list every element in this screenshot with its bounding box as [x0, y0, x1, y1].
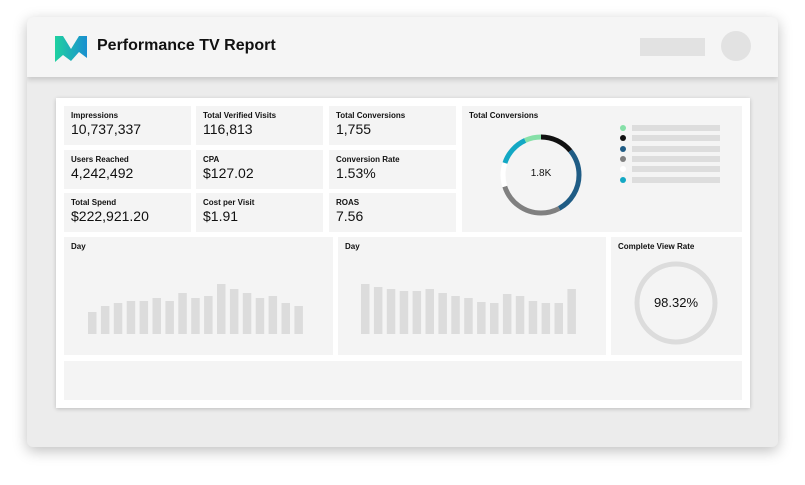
bar [229, 289, 239, 334]
bar [268, 296, 278, 334]
metric-tile: Users Reached 4,242,492 [64, 150, 191, 189]
bar-chart [361, 284, 576, 334]
day-chart-1: Day [64, 237, 333, 355]
bar [554, 303, 563, 334]
donut-segment [500, 134, 582, 216]
report-window: Performance TV Report Total Conversions … [27, 17, 778, 447]
metric-tile: Impressions 10,737,337 [64, 106, 191, 145]
legend-label-placeholder [632, 155, 720, 162]
cvr-title: Complete View Rate [618, 242, 695, 251]
bar [399, 291, 409, 334]
metric-value: $127.02 [203, 165, 254, 181]
bar [425, 289, 434, 334]
dashboard-card: Total Conversions 1.8K Day Day Complete … [56, 98, 750, 408]
bar [152, 298, 161, 334]
bottom-panel [64, 361, 742, 400]
bar [502, 294, 512, 334]
metric-tile: ROAS 7.56 [329, 193, 456, 232]
metric-value: 1.53% [336, 165, 376, 181]
bar [126, 301, 136, 334]
metric-label: ROAS [336, 198, 360, 207]
metric-label: Conversion Rate [336, 155, 400, 164]
metric-label: Impressions [71, 111, 119, 120]
complete-view-rate-panel: Complete View Rate 98.32% [611, 237, 742, 355]
metric-value: 7.56 [336, 208, 364, 224]
donut-segment [500, 134, 582, 216]
bar [490, 303, 499, 334]
legend-label-placeholder [632, 176, 720, 183]
metric-tile: Conversion Rate 1.53% [329, 150, 456, 189]
metric-label: Cost per Visit [203, 198, 255, 207]
chart-title: Day [345, 242, 360, 251]
bar-chart [88, 284, 303, 334]
bar [281, 303, 290, 334]
metric-tile: Total Verified Visits 116,813 [196, 106, 323, 145]
avatar[interactable] [721, 31, 751, 61]
header: Performance TV Report [27, 17, 778, 77]
legend-label-placeholder [632, 125, 720, 131]
metric-value: $1.91 [203, 208, 239, 224]
metric-value: $222,921.20 [71, 208, 149, 224]
metric-value: 4,242,492 [71, 165, 134, 181]
metric-label: Users Reached [71, 155, 129, 164]
logo-icon [55, 36, 87, 62]
bar [294, 306, 303, 334]
bar [541, 303, 551, 334]
donut-segment [500, 134, 582, 216]
bar [373, 287, 383, 334]
metric-value: 1,755 [336, 121, 372, 137]
metric-tile: Total Spend $222,921.20 [64, 193, 191, 232]
metric-tile: Total Conversions 1,755 [329, 106, 456, 145]
bar [165, 301, 174, 334]
bar [242, 293, 252, 334]
donut-panel: Total Conversions 1.8K [462, 106, 742, 232]
cvr-value: 98.32% [653, 295, 699, 310]
metric-tile: Cost per Visit $1.91 [196, 193, 323, 232]
bar [515, 296, 525, 334]
metric-label: Total Verified Visits [203, 111, 277, 120]
cvr-ring [634, 261, 718, 345]
metric-label: Total Conversions [336, 111, 406, 120]
metric-value: 116,813 [203, 121, 253, 137]
bar [451, 296, 460, 334]
bar [204, 296, 213, 334]
bar [88, 312, 97, 334]
bar [412, 291, 422, 334]
bar [139, 301, 149, 334]
bar [100, 306, 110, 334]
bar [255, 298, 265, 334]
bar [217, 284, 226, 334]
donut-title: Total Conversions [469, 111, 539, 120]
metric-value: 10,737,337 [71, 121, 142, 137]
bar [464, 298, 473, 334]
chart-title: Day [71, 242, 86, 251]
legend-dot [620, 145, 626, 152]
bar [178, 293, 187, 334]
donut-center-value: 1.8K [530, 168, 552, 179]
legend-dot [620, 155, 626, 162]
legend-label-placeholder [632, 135, 720, 142]
bar [567, 289, 576, 334]
metric-label: CPA [203, 155, 220, 164]
header-placeholder[interactable] [640, 38, 705, 56]
legend-dot [620, 125, 626, 131]
bar [113, 303, 123, 334]
bar [477, 302, 486, 334]
bar [438, 293, 447, 334]
legend-dot [620, 135, 626, 142]
bar [191, 298, 200, 334]
day-chart-2: Day [338, 237, 606, 355]
metric-label: Total Spend [71, 198, 117, 207]
legend-dot [620, 166, 626, 173]
legend-label-placeholder [632, 166, 720, 173]
page-title: Performance TV Report [97, 37, 276, 54]
bar [386, 289, 396, 334]
donut-chart [500, 134, 582, 216]
legend-dot [620, 176, 626, 183]
donut-segment [500, 134, 582, 216]
metric-tile: CPA $127.02 [196, 150, 323, 189]
bar [361, 284, 370, 334]
bar [528, 301, 538, 334]
legend-label-placeholder [632, 145, 720, 152]
